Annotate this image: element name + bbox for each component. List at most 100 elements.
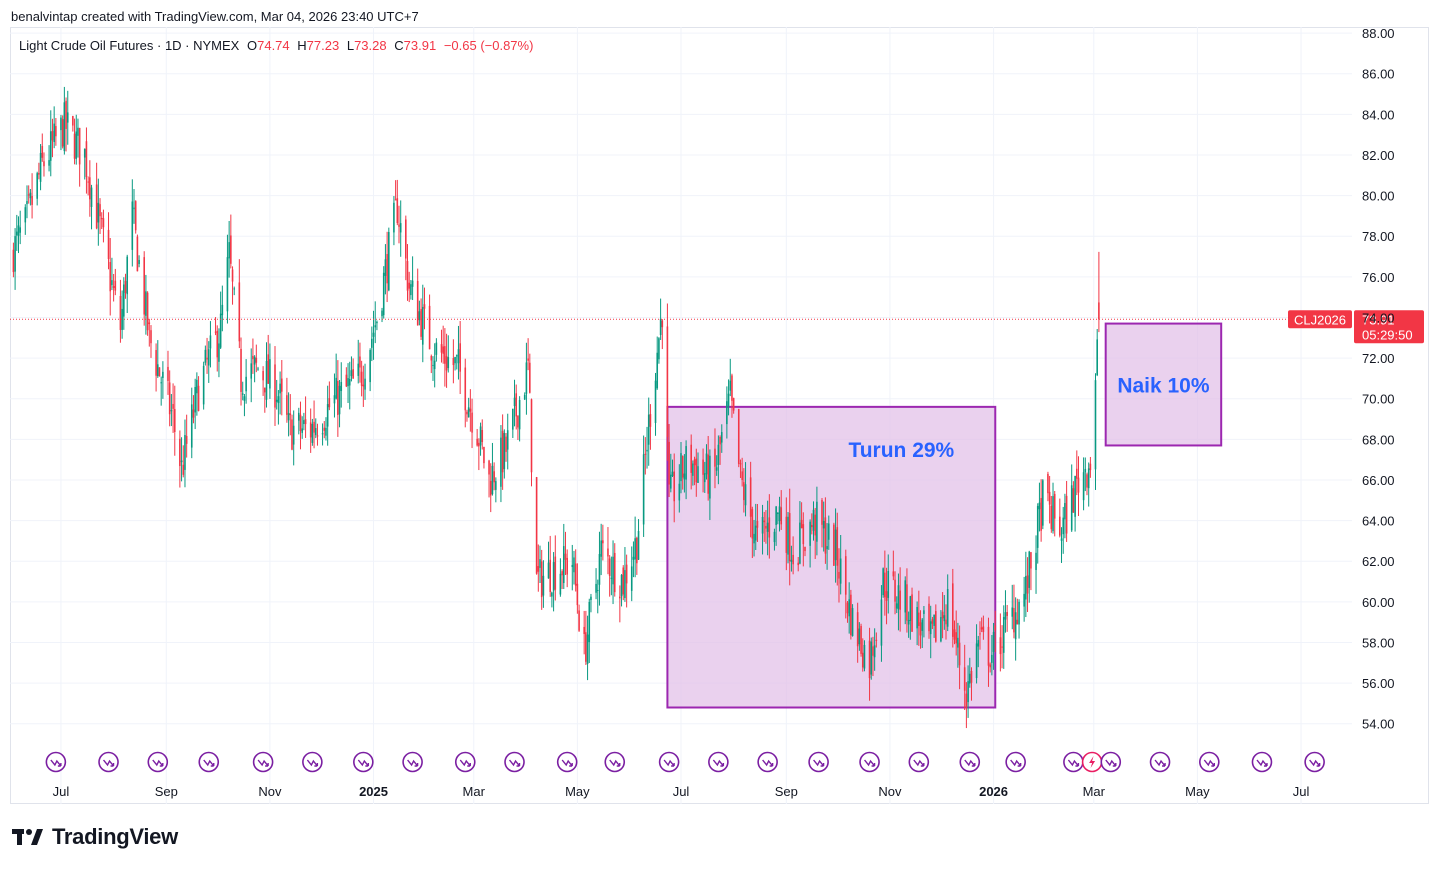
candle-body	[289, 413, 292, 416]
legend-change: −0.65 (−0.87%)	[443, 38, 534, 53]
candle-body	[369, 350, 371, 383]
candle-body	[918, 612, 920, 626]
candle-body	[671, 471, 674, 477]
candle-body	[1011, 607, 1014, 617]
candle-body	[884, 572, 886, 598]
candle-body	[856, 612, 859, 647]
candle-body	[359, 356, 361, 368]
candle-body	[1023, 593, 1025, 607]
candle-body	[179, 438, 181, 467]
candle-body	[530, 399, 533, 473]
trend-glyph	[257, 759, 269, 767]
trend-glyph	[712, 759, 725, 767]
candle-body	[216, 330, 219, 358]
candle-body	[372, 332, 375, 337]
candle-body	[500, 437, 502, 487]
candle-body	[333, 395, 336, 404]
candle-body	[65, 100, 67, 129]
candle-body	[143, 257, 145, 315]
legend-open: 74.74	[257, 38, 290, 53]
candle-body	[1070, 485, 1073, 531]
candle-body	[561, 571, 563, 576]
candle-body	[846, 602, 849, 614]
candle-body	[394, 199, 397, 201]
candle-body	[661, 320, 664, 328]
candle-body	[257, 368, 259, 370]
candle-body	[357, 363, 360, 376]
candle-body	[323, 427, 326, 431]
candle-body	[393, 202, 395, 233]
candle-body	[777, 513, 779, 515]
candle-body	[279, 383, 281, 394]
candle-body	[337, 380, 339, 416]
candle-body	[491, 465, 494, 495]
candle-body	[666, 326, 669, 437]
trend-glyph	[663, 759, 675, 767]
trend-glyph	[152, 759, 164, 767]
candle-body	[897, 585, 900, 610]
trend-glyph	[306, 759, 319, 767]
x-axis-tick-label: Jul	[673, 784, 690, 799]
candle-body	[481, 429, 484, 442]
trend-glyph	[357, 759, 370, 767]
candle-body	[773, 531, 776, 543]
candle-body	[388, 232, 390, 291]
trend-glyph	[1309, 759, 1321, 767]
candle-body	[967, 681, 969, 703]
candle-body	[345, 374, 348, 387]
annotation-box	[1104, 322, 1223, 447]
candle-body	[963, 667, 966, 691]
candle-body	[1050, 505, 1053, 530]
candle-body	[654, 380, 657, 423]
candle-body	[1096, 339, 1098, 376]
tradingview-logo[interactable]: TradingView	[12, 824, 178, 850]
candle-body	[928, 603, 930, 632]
candle-body	[875, 639, 878, 641]
y-axis-tick-label: 86.00	[1362, 67, 1395, 82]
candle-body	[396, 198, 399, 223]
candle-body	[240, 348, 242, 392]
candle-body	[1098, 302, 1100, 320]
candle-body	[968, 673, 971, 684]
candle-body	[637, 531, 640, 560]
trend-glyph	[508, 759, 521, 767]
candle-body	[919, 622, 922, 636]
candle-body	[1014, 612, 1017, 640]
candle-body	[314, 428, 317, 436]
candle-body	[1065, 495, 1068, 534]
candle-body	[381, 310, 383, 317]
candle-body	[763, 520, 766, 523]
candle-body	[12, 249, 15, 273]
y-axis-tick-label: 76.00	[1362, 270, 1395, 285]
candle-body	[702, 459, 704, 475]
candle-body	[269, 359, 271, 389]
candle-body	[457, 349, 460, 364]
candle-body	[124, 280, 127, 294]
candle-body	[517, 415, 519, 428]
candle-body	[1013, 607, 1015, 633]
candle-body	[371, 338, 373, 348]
candle-body	[642, 454, 645, 525]
candle-body	[515, 393, 518, 417]
candle-body	[578, 610, 580, 631]
candle-body	[207, 349, 210, 366]
candle-body	[420, 309, 422, 337]
candle-body	[539, 559, 541, 568]
candle-body	[812, 509, 815, 531]
candle-body	[979, 633, 981, 635]
candle-body	[24, 207, 27, 223]
candle-body	[1062, 517, 1065, 535]
candle-body	[77, 127, 79, 136]
candle-body	[600, 540, 602, 557]
candle-body	[513, 397, 516, 407]
candle-body	[714, 448, 716, 467]
candle-body	[167, 366, 169, 381]
trend-glyph	[1067, 759, 1080, 767]
candle-body	[726, 401, 728, 425]
candle-body	[452, 358, 455, 366]
candle-body	[1074, 475, 1076, 517]
candle-body	[559, 573, 562, 595]
candle-body	[209, 335, 212, 349]
candle-body	[51, 131, 54, 141]
